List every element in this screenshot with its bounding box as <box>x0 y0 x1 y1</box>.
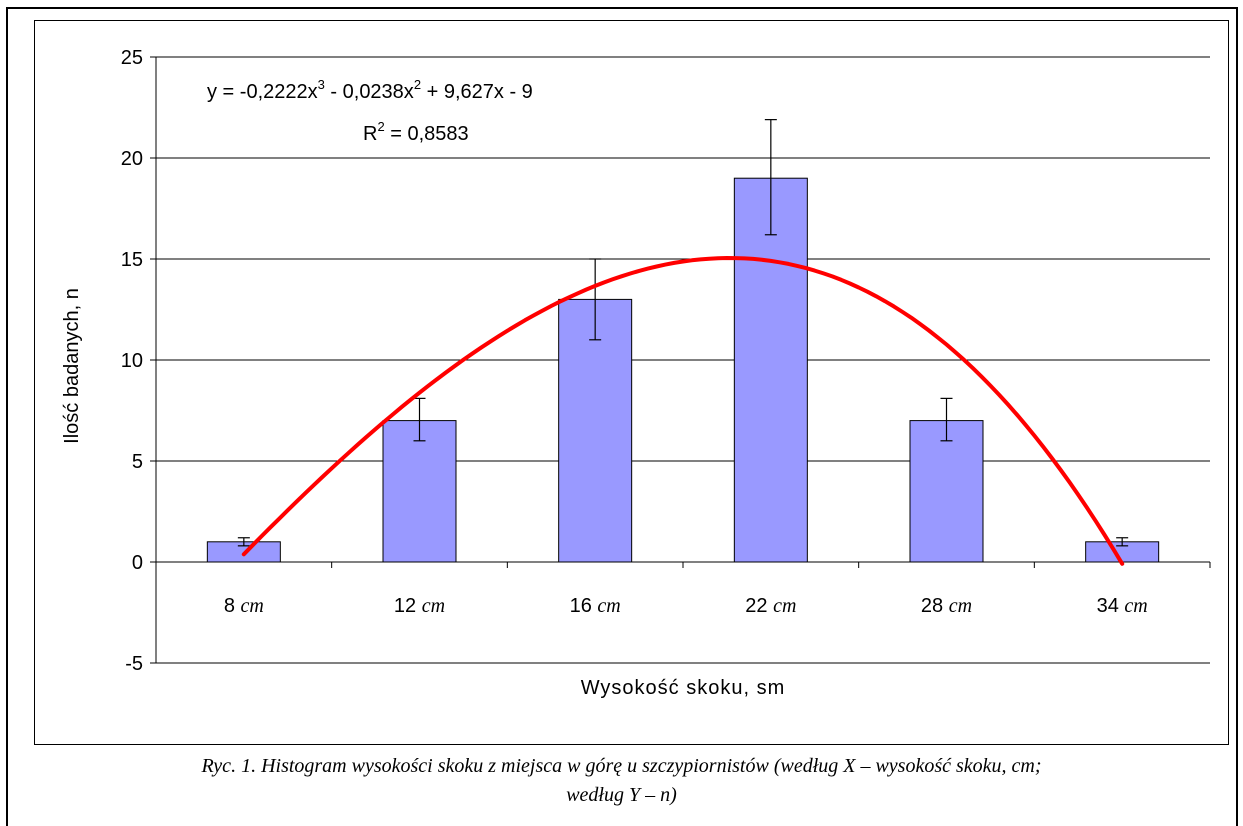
r-squared-label: R2 = 0,8583 <box>363 119 469 145</box>
x-category-label: 8 cm <box>224 595 264 617</box>
x-axis-label: Wysokość skoku, sm <box>581 677 786 699</box>
chart-svg: -5 0 5 10 15 20 25 8 cm 12 cm 16 cm 22 cm 28 cm 34 c… <box>61 47 1211 699</box>
chart-container: -5 0 5 10 15 20 25 8 cm 12 cm 16 cm 22 cm 28 cm 34 c… <box>34 20 1229 745</box>
y-tick-label: 5 <box>132 451 143 473</box>
y-tick-label: 20 <box>121 148 143 170</box>
bar <box>733 177 808 563</box>
figure-frame <box>6 7 1238 826</box>
y-tick-label: -5 <box>125 653 143 675</box>
y-tick-label: 10 <box>121 350 143 372</box>
bar <box>382 420 457 563</box>
y-axis-label: Ilość badanych, n <box>61 288 83 444</box>
trendline <box>241 256 1125 566</box>
y-tick-label: 25 <box>121 47 143 69</box>
y-tick-label: 15 <box>121 249 143 271</box>
x-category-label: 34 cm <box>1097 595 1148 617</box>
x-category-label: 22 cm <box>745 595 796 617</box>
x-category-label: 28 cm <box>921 595 972 617</box>
figure-caption: Ryc. 1. Histogram wysokości skoku z miej… <box>20 752 1223 810</box>
caption-line-2: według Y – n) <box>566 784 677 806</box>
bar <box>909 420 984 563</box>
caption-line-1: Ryc. 1. Histogram wysokości skoku z miej… <box>201 755 1042 777</box>
x-category-label: 12 cm <box>394 595 445 617</box>
trendline-equation: y = -0,2222x3 - 0,0238x2 + 9,627x - 9 <box>207 77 533 103</box>
x-category-label: 16 cm <box>570 595 621 617</box>
y-tick-label: 0 <box>132 552 143 574</box>
